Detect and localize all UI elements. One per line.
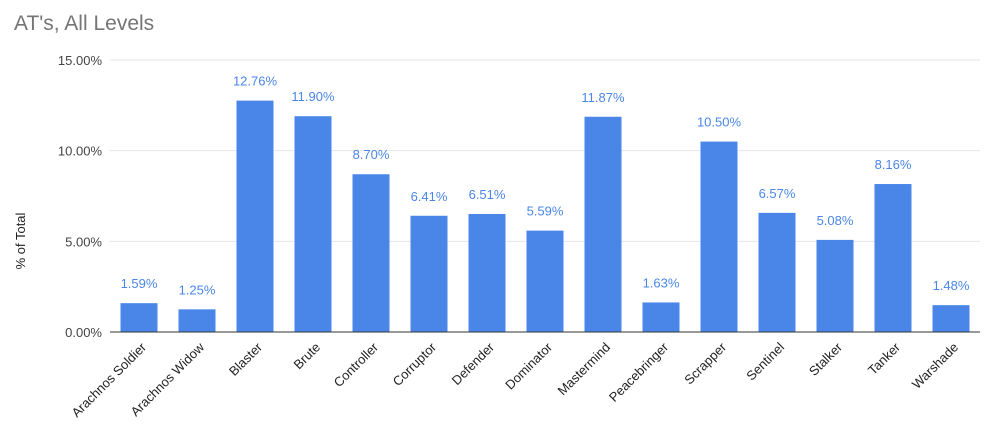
data-labels: 1.59% 1.25% 12.76% 11.90% 8.70% 6.41% 6.51% 5.5… — [121, 74, 970, 298]
x-tick-label: Warshade — [909, 340, 961, 392]
bar — [526, 230, 564, 332]
y-axis-label: % of Total — [13, 212, 28, 269]
x-tick-label: Blaster — [226, 339, 266, 379]
bar — [758, 212, 796, 332]
bars — [120, 100, 970, 333]
data-label: 6.41% — [411, 189, 448, 204]
data-label: 1.63% — [643, 275, 680, 290]
data-label: 5.59% — [527, 204, 564, 219]
bar — [584, 116, 622, 333]
chart-title: AT's, All Levels — [14, 12, 154, 35]
bar — [932, 305, 970, 332]
data-label: 6.51% — [469, 187, 506, 202]
data-label: 11.90% — [291, 89, 335, 104]
data-label: 1.48% — [933, 278, 970, 293]
y-tick-label: 10.00% — [58, 144, 103, 159]
y-tick-label: 5.00% — [65, 234, 102, 249]
data-label: 10.50% — [697, 115, 742, 130]
data-label: 11.87% — [581, 90, 625, 105]
x-tick-label: Mastermind — [554, 340, 613, 399]
bar — [236, 100, 274, 332]
x-tick-label: Dominator — [502, 339, 555, 392]
bar — [410, 215, 448, 332]
x-tick-label: Brute — [291, 340, 324, 373]
data-label: 6.57% — [759, 186, 796, 201]
bar — [352, 174, 390, 332]
bar — [294, 116, 332, 332]
data-label: 1.59% — [121, 276, 158, 291]
data-label: 8.70% — [353, 147, 390, 162]
data-label: 1.25% — [179, 282, 216, 297]
bar — [642, 302, 680, 332]
data-label: 8.16% — [875, 157, 912, 172]
x-tick-label: Stalker — [806, 339, 846, 379]
x-tick-label: Peacebringer — [606, 339, 672, 405]
bar — [468, 213, 506, 332]
x-tick-label: Controller — [331, 339, 382, 390]
bar — [120, 303, 158, 332]
x-tick-label: Tanker — [865, 339, 904, 378]
x-tick-label: Scrapper — [681, 339, 729, 387]
data-label: 12.76% — [233, 74, 278, 89]
bar — [874, 184, 912, 332]
x-tick-label: Defender — [449, 339, 498, 388]
bar — [700, 141, 738, 332]
x-tick-label: Sentinel — [743, 339, 787, 383]
data-label: 5.08% — [817, 213, 854, 228]
bar — [816, 239, 854, 332]
x-tick-label: Corruptor — [390, 339, 440, 389]
y-axis-ticks: 0.00% 5.00% 10.00% 15.00% — [58, 53, 103, 340]
y-tick-label: 0.00% — [65, 325, 102, 340]
y-tick-label: 15.00% — [58, 53, 103, 68]
bar — [178, 309, 216, 332]
